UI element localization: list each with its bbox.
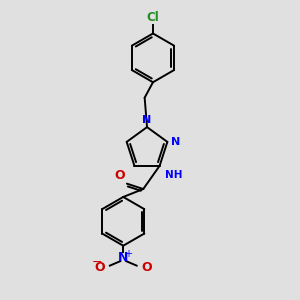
Text: O: O	[95, 261, 105, 274]
Text: O: O	[114, 169, 124, 182]
Text: Cl: Cl	[147, 11, 159, 24]
Text: +: +	[124, 249, 132, 259]
Text: NH: NH	[165, 170, 182, 180]
Text: N: N	[142, 115, 152, 125]
Text: N: N	[171, 137, 180, 147]
Text: O: O	[141, 261, 152, 274]
Text: −: −	[92, 256, 103, 269]
Text: N: N	[118, 251, 128, 264]
